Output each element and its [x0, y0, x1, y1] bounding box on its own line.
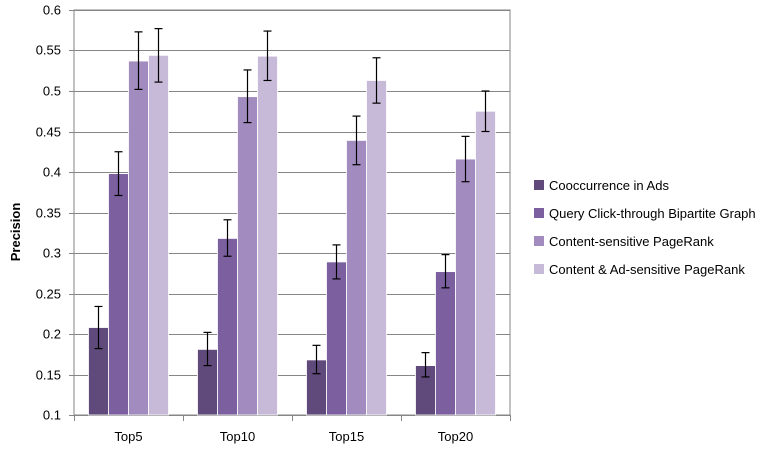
axes: 0.1 0.15 0.2 0.25 0.3 0.35 0.4 0.45 0.5 0.55 0.6 To… [36, 3, 511, 444]
legend-swatch [534, 264, 544, 274]
bar [346, 140, 367, 416]
bar [326, 261, 347, 416]
x-tick-label: Top5 [114, 429, 142, 444]
y-tick-label: 0.4 [43, 165, 61, 180]
bar [108, 173, 129, 416]
y-tick-label: 0.1 [43, 408, 61, 423]
legend-label: Content-sensitive PageRank [549, 234, 714, 249]
legend-swatch [534, 208, 544, 218]
x-tick-label: Top20 [438, 429, 473, 444]
legend: Cooccurrence in Ads Query Click-through B… [534, 178, 756, 277]
y-tick-label: 0.45 [36, 125, 61, 140]
x-tick-label: Top10 [220, 429, 255, 444]
y-tick-label: 0.6 [43, 3, 61, 18]
y-tick-label: 0.3 [43, 246, 61, 261]
legend-swatch [534, 236, 544, 246]
legend-label: Query Click-through Bipartite Graph [549, 206, 756, 221]
bar [237, 96, 258, 416]
legend-swatch [534, 180, 544, 190]
y-tick-label: 0.25 [36, 287, 61, 302]
legend-label: Cooccurrence in Ads [549, 178, 669, 193]
y-axis-title: Precision [8, 203, 23, 262]
bar [217, 238, 238, 416]
bar [475, 110, 496, 416]
bar [366, 80, 387, 416]
bar [128, 60, 149, 416]
bar [148, 54, 169, 416]
y-tick-label: 0.15 [36, 368, 61, 383]
y-tick-label: 0.2 [43, 327, 61, 342]
x-tick-label: Top15 [329, 429, 364, 444]
bar [435, 271, 456, 416]
y-tick-label: 0.5 [43, 84, 61, 99]
legend-label: Content & Ad-sensitive PageRank [549, 262, 745, 277]
bars [88, 28, 496, 416]
bar [257, 55, 278, 416]
bar [455, 158, 476, 416]
y-tick-label: 0.35 [36, 206, 61, 221]
y-tick-label: 0.55 [36, 43, 61, 58]
